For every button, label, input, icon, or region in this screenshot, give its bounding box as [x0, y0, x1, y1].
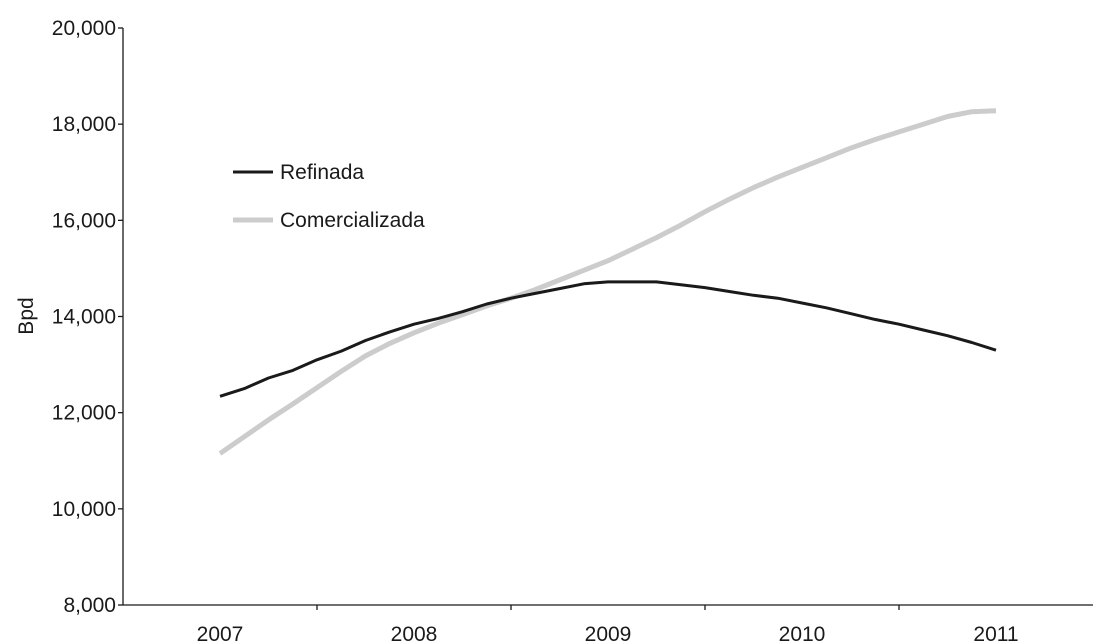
y-ticks: 8,000 10,000 12,000 14,000 16,000 18,000 20,00… [52, 17, 123, 617]
x-tick-label: 2011 [973, 623, 1018, 644]
x-tick-label: 2007 [197, 623, 244, 644]
y-tick-label: 10,000 [52, 498, 116, 521]
x-tick-label: 2008 [391, 623, 438, 644]
legend: Refinada Comercializada [233, 161, 425, 232]
y-tick-label: 12,000 [52, 402, 116, 425]
legend-label: Refinada [280, 161, 364, 184]
x-tick-label: 2010 [779, 623, 826, 644]
y-tick-label: 16,000 [52, 209, 116, 232]
y-tick-label: 20,000 [52, 17, 116, 40]
y-tick-label: 18,000 [52, 113, 116, 136]
plot-area [218, 108, 997, 456]
legend-label: Comercializada [280, 209, 425, 232]
y-tick-label: 14,000 [52, 306, 116, 329]
x-tick-label: 2009 [585, 623, 632, 644]
y-axis-title: Bpd [15, 297, 38, 334]
series-line-refinada [219, 280, 997, 398]
series-line-comercializada [218, 108, 997, 456]
y-tick-label: 8,000 [63, 594, 116, 617]
x-ticks: 2007 2008 2009 2010 2011 [197, 605, 1019, 644]
